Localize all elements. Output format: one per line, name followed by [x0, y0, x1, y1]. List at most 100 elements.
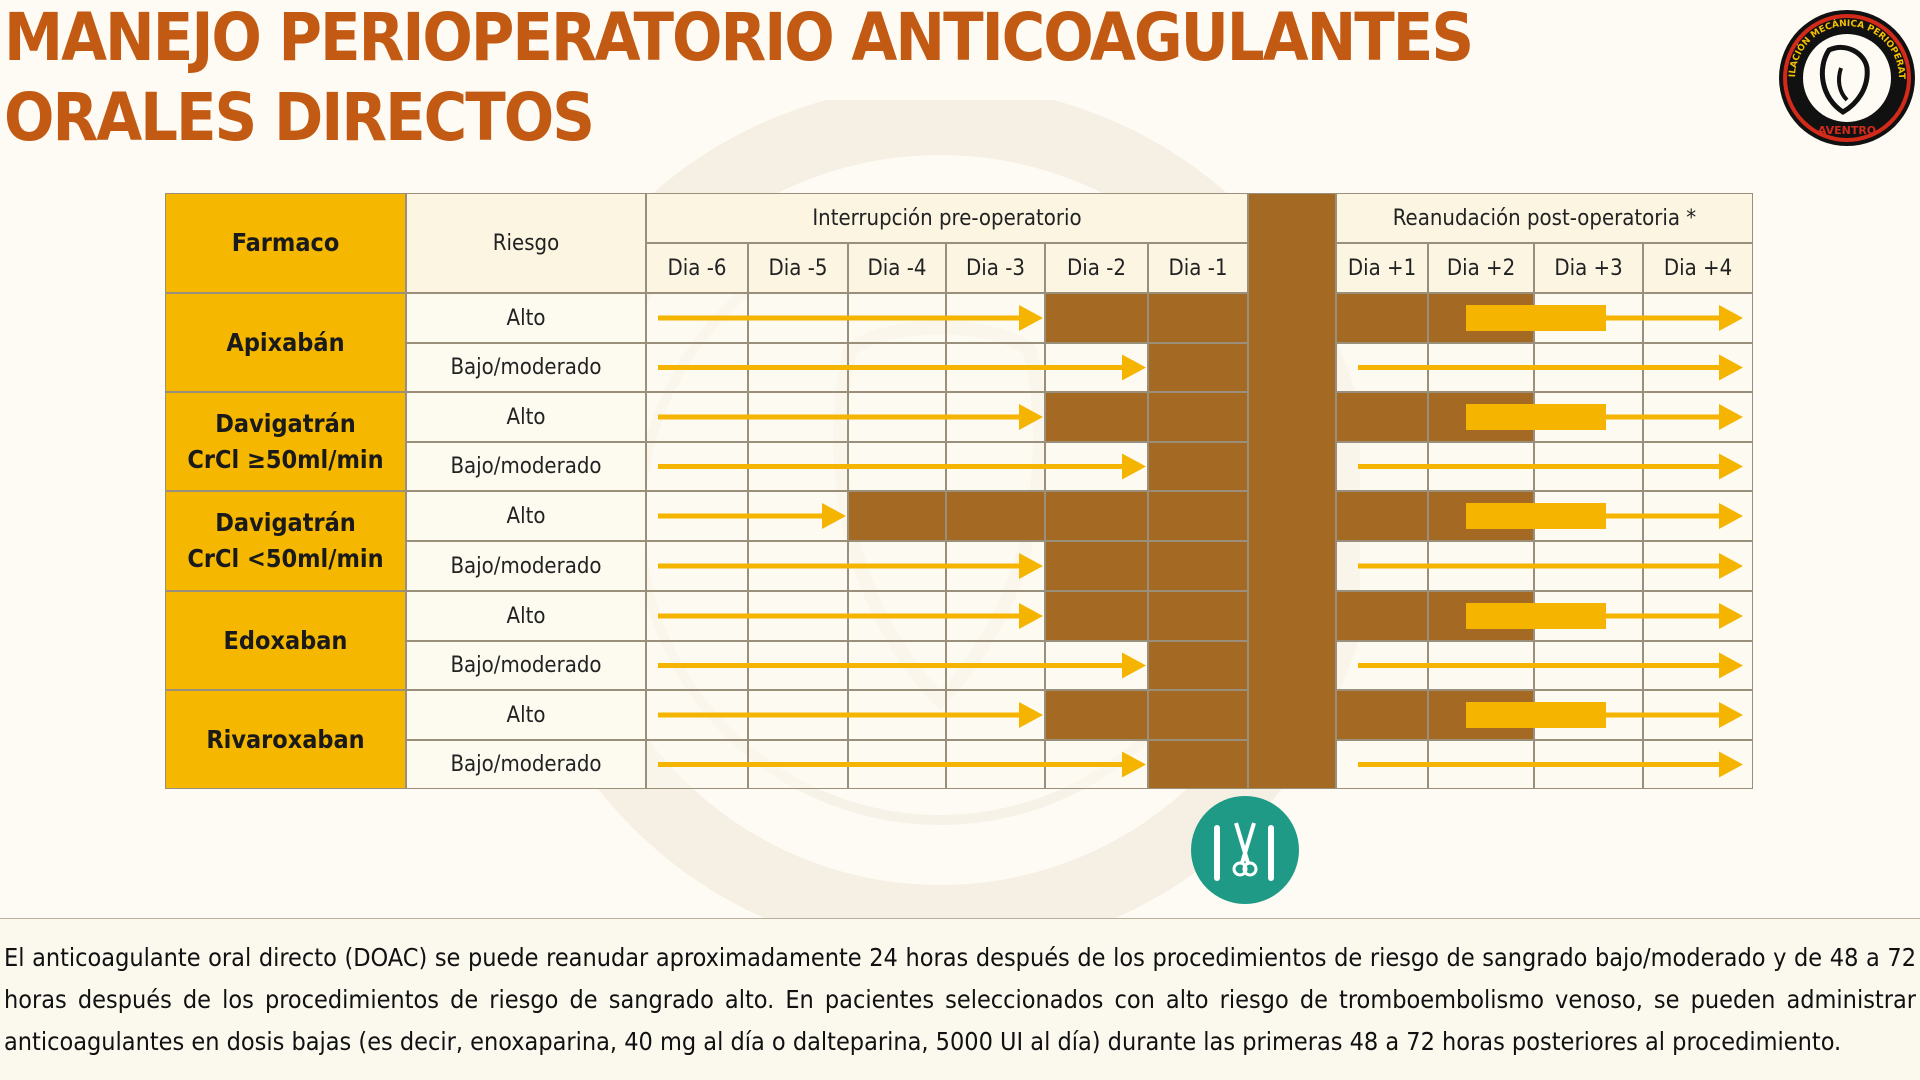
day-cell — [748, 690, 848, 740]
day-cell — [748, 343, 848, 392]
drug-name: Apixabán — [226, 327, 345, 357]
hold-cell — [946, 491, 1045, 541]
day-cell — [1534, 541, 1643, 591]
day-cell — [1643, 541, 1753, 591]
day-cell — [748, 392, 848, 442]
day-cell — [1534, 293, 1643, 343]
aventro-logo: VENTILACIÓN MECÁNICA PERIOPERATORIA AVEN… — [1777, 8, 1915, 146]
surgery-day-column — [1248, 193, 1336, 789]
day-header: Dia -2 — [1045, 243, 1148, 293]
day-cell — [1643, 641, 1753, 690]
risk-level-cell: Bajo/moderado — [406, 442, 646, 491]
drug-name-cell: Davigatrán CrCl ≥50ml/min — [165, 392, 406, 491]
day-cell — [748, 442, 848, 491]
risk-level-cell: Bajo/moderado — [406, 541, 646, 591]
day-cell — [646, 641, 748, 690]
day-cell — [1045, 740, 1148, 789]
day-cell — [848, 740, 946, 789]
risk-level-cell: Alto — [406, 591, 646, 641]
drug-name: Davigatrán — [215, 408, 356, 438]
page-title: MANEJO PERIOPERATORIO ANTICOAGULANTES OR… — [4, 0, 1474, 156]
day-cell — [1045, 442, 1148, 491]
riesgo-header: Riesgo — [406, 193, 646, 293]
day-cell — [1428, 343, 1534, 392]
day-cell — [1534, 392, 1643, 442]
hold-cell — [1045, 392, 1148, 442]
day-cell — [946, 641, 1045, 690]
day-header: Dia -1 — [1148, 243, 1248, 293]
post-operative-group-header: Reanudación post-operatoria * — [1336, 193, 1753, 243]
day-cell — [1534, 591, 1643, 641]
day-cell — [848, 293, 946, 343]
day-cell — [1643, 740, 1753, 789]
hold-cell — [1428, 293, 1534, 343]
day-header: Dia -3 — [946, 243, 1045, 293]
hold-cell — [1428, 392, 1534, 442]
hold-cell — [1336, 591, 1428, 641]
hold-cell — [1428, 591, 1534, 641]
day-cell — [848, 442, 946, 491]
hold-cell — [1336, 491, 1428, 541]
day-header: Dia +2 — [1428, 243, 1534, 293]
day-cell — [1643, 343, 1753, 392]
day-header: Dia +1 — [1336, 243, 1428, 293]
day-cell — [748, 591, 848, 641]
day-cell — [646, 293, 748, 343]
day-header: Dia +3 — [1534, 243, 1643, 293]
hold-cell — [1148, 442, 1248, 491]
day-cell — [946, 442, 1045, 491]
drug-name: Rivaroxaban — [206, 724, 365, 754]
drug-name-cell: Rivaroxaban — [165, 690, 406, 789]
day-cell — [1336, 343, 1428, 392]
day-cell — [1534, 740, 1643, 789]
day-cell — [946, 690, 1045, 740]
day-cell — [848, 541, 946, 591]
day-cell — [646, 541, 748, 591]
drug-name: Edoxaban — [223, 625, 348, 655]
day-cell — [646, 740, 748, 789]
day-cell — [646, 491, 748, 541]
footnote-text: El anticoagulante oral directo (DOAC) se… — [0, 918, 1920, 1080]
day-cell — [1534, 343, 1643, 392]
day-header: Dia +4 — [1643, 243, 1753, 293]
hold-cell — [1148, 541, 1248, 591]
risk-level-cell: Alto — [406, 491, 646, 541]
hold-cell — [848, 491, 946, 541]
hold-cell — [1336, 392, 1428, 442]
day-cell — [1534, 442, 1643, 491]
day-cell — [848, 641, 946, 690]
day-cell — [1428, 641, 1534, 690]
pre-operative-group-header: Interrupción pre-operatorio — [646, 193, 1248, 243]
day-cell — [1643, 392, 1753, 442]
hold-cell — [1045, 591, 1148, 641]
day-cell — [1534, 641, 1643, 690]
day-cell — [1336, 740, 1428, 789]
day-cell — [1045, 343, 1148, 392]
day-cell — [646, 690, 748, 740]
day-cell — [646, 343, 748, 392]
risk-level-cell: Bajo/moderado — [406, 740, 646, 789]
day-cell — [748, 491, 848, 541]
hold-cell — [1336, 690, 1428, 740]
day-cell — [1428, 541, 1534, 591]
day-cell — [1643, 442, 1753, 491]
day-cell — [748, 740, 848, 789]
farmaco-header: Farmaco — [165, 193, 406, 293]
day-cell — [1045, 641, 1148, 690]
logo-bottom-text: AVENTRO — [1818, 124, 1876, 137]
hold-cell — [1148, 293, 1248, 343]
risk-level-cell: Bajo/moderado — [406, 641, 646, 690]
drug-clearance-condition: CrCl <50ml/min — [187, 544, 384, 573]
day-cell — [848, 690, 946, 740]
day-cell — [1428, 740, 1534, 789]
hold-cell — [1045, 293, 1148, 343]
hold-cell — [1148, 690, 1248, 740]
risk-level-cell: Bajo/moderado — [406, 343, 646, 392]
day-cell — [848, 591, 946, 641]
day-cell — [946, 541, 1045, 591]
day-cell — [1534, 690, 1643, 740]
day-cell — [1428, 442, 1534, 491]
hold-cell — [1045, 541, 1148, 591]
day-cell — [1534, 491, 1643, 541]
hold-cell — [1428, 491, 1534, 541]
